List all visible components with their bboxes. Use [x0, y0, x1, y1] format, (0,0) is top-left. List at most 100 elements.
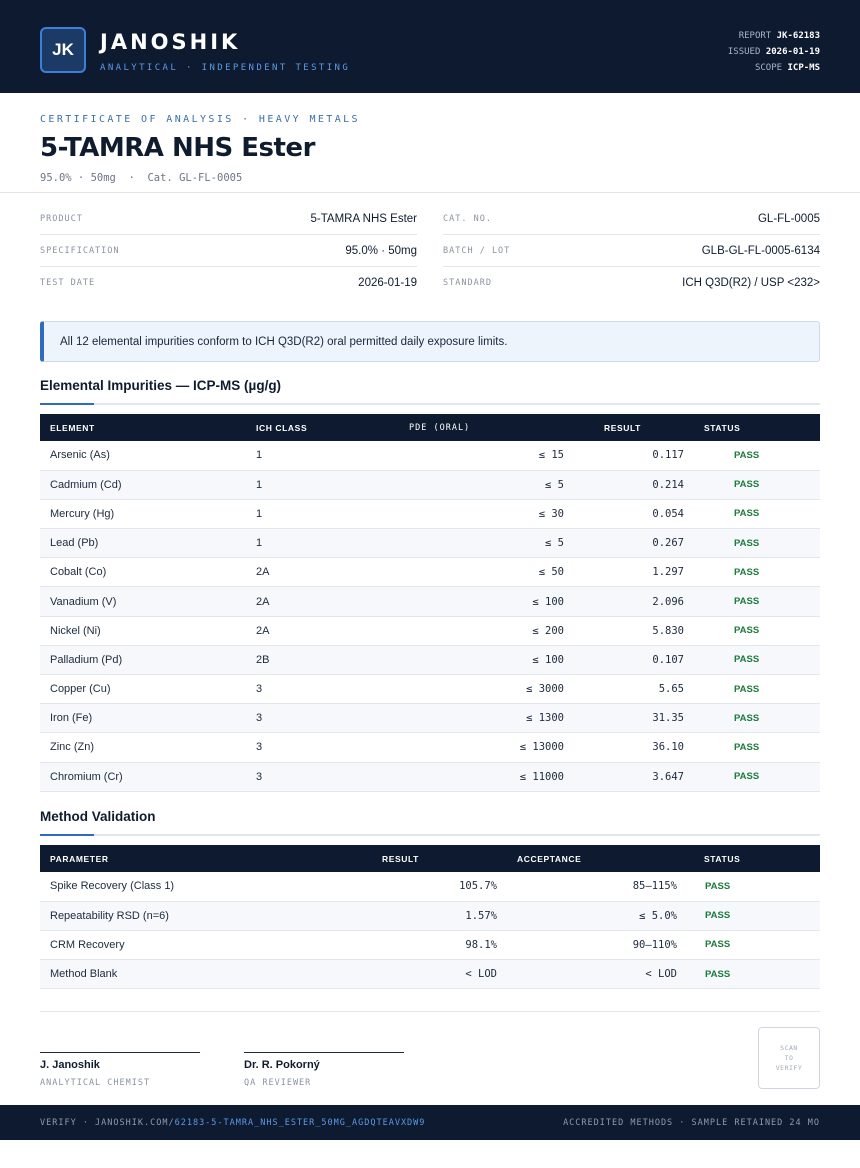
- cell-result: 98.1%: [465, 938, 497, 951]
- cell-result: 31.35: [652, 712, 684, 725]
- status-badge: PASS: [705, 939, 731, 951]
- divider: [40, 1011, 820, 1012]
- brand-tagline: ANALYTICAL · INDEPENDENT TESTING: [100, 63, 351, 73]
- info-label: SPECIFICATION: [40, 245, 120, 256]
- cell-ich-class: 1: [256, 449, 263, 462]
- table-row: Spike Recovery (Class 1) 105.7% 85–115% PAS…: [40, 872, 820, 902]
- status-badge: PASS: [734, 566, 760, 578]
- qr-text: SCAN: [780, 1044, 798, 1052]
- cell-parameter: Spike Recovery (Class 1): [50, 880, 175, 893]
- cell-ich-class: 1: [256, 507, 263, 520]
- cell-element: Copper (Cu): [50, 683, 111, 696]
- cell-ich-class: 2A: [256, 566, 270, 579]
- table-row: Iron (Fe) 3 ≤ 1300 31.35 PASS: [40, 703, 820, 733]
- info-row-standard: STANDARD ICH Q3D(R2) / USP <232>: [443, 267, 820, 299]
- cell-pde: ≤ 13000: [519, 741, 564, 754]
- cell-result: 105.7%: [459, 880, 497, 893]
- cell-result: 5.65: [658, 683, 684, 696]
- col-header-element: ELEMENT: [50, 422, 95, 433]
- table-header-row: PARAMETER RESULT ACCEPTANCE STATUS: [40, 845, 820, 872]
- info-value: 5-TAMRA NHS Ester: [310, 212, 418, 225]
- col-header-result: RESULT: [382, 853, 419, 864]
- cell-pde: ≤ 11000: [519, 770, 564, 783]
- cell-pde: ≤ 50: [538, 566, 564, 579]
- status-badge: PASS: [734, 479, 760, 491]
- qr-text: VERIFY: [775, 1064, 803, 1072]
- cell-pde: ≤ 5: [545, 478, 564, 491]
- table-row: Vanadium (V) 2A ≤ 100 2.096 PASS: [40, 586, 820, 617]
- info-value: 95.0% · 50mg: [345, 244, 417, 257]
- verify-prefix: VERIFY · JANOSHIK.COM/: [40, 1117, 175, 1128]
- cell-element: Zinc (Zn): [50, 741, 94, 754]
- cell-ich-class: 2A: [256, 595, 270, 608]
- cell-result: 3.647: [652, 770, 684, 783]
- status-badge: PASS: [705, 880, 731, 892]
- table-row: Repeatability RSD (n=6) 1.57% ≤ 5.0% PASS: [40, 901, 820, 931]
- status-badge: PASS: [734, 537, 760, 549]
- cell-element: Chromium (Cr): [50, 770, 123, 783]
- info-row-batch: BATCH / LOT GLB-GL-FL-0005-6134: [443, 235, 820, 267]
- meta-report: REPORT JK-62183: [738, 31, 820, 41]
- validation-table: PARAMETER RESULT ACCEPTANCE STATUS Spike…: [40, 845, 820, 989]
- cell-result: 0.054: [652, 507, 684, 520]
- section-underline: [40, 834, 820, 836]
- cell-ich-class: 2A: [256, 624, 270, 637]
- col-header-result: RESULT: [604, 422, 641, 433]
- info-column-left: PRODUCT 5-TAMRA NHS Ester SPECIFICATION …: [40, 203, 417, 299]
- col-header-acceptance: ACCEPTANCE: [517, 853, 582, 864]
- info-value: 2026-01-19: [358, 277, 417, 289]
- table-row: Cadmium (Cd) 1 ≤ 5 0.214 PASS: [40, 470, 820, 500]
- doc-subtitle: 95.0% · 50mg · Cat. GL-FL-0005: [40, 172, 243, 184]
- cell-result: 1.297: [652, 566, 684, 579]
- info-column-right: CAT. NO. GL-FL-0005 BATCH / LOT GLB-GL-F…: [443, 203, 820, 299]
- info-label: BATCH / LOT: [443, 245, 511, 256]
- cell-parameter: Method Blank: [50, 968, 118, 981]
- col-header-ich-class: ICH CLASS: [256, 422, 308, 433]
- status-badge: PASS: [705, 968, 731, 980]
- status-badge: PASS: [734, 771, 760, 783]
- cell-result: 1.57%: [465, 909, 497, 922]
- cell-element: Arsenic (As): [50, 449, 110, 462]
- table-row: Zinc (Zn) 3 ≤ 13000 36.10 PASS: [40, 733, 820, 763]
- cell-result: 0.107: [652, 653, 684, 666]
- qr-verify-placeholder[interactable]: SCAN TO VERIFY: [758, 1027, 820, 1089]
- cell-ich-class: 3: [256, 770, 263, 783]
- table-row: Mercury (Hg) 1 ≤ 30 0.054 PASS: [40, 499, 820, 529]
- info-label: PRODUCT: [40, 213, 83, 224]
- cell-ich-class: 3: [256, 741, 263, 754]
- table-row: Method Blank < LOD < LOD PASS: [40, 959, 820, 989]
- cell-pde: ≤ 100: [532, 653, 564, 666]
- signature-name: J. Janoshik: [40, 1059, 100, 1071]
- header-bar: JK JANOSHIK ANALYTICAL · INDEPENDENT TES…: [0, 0, 860, 93]
- page-title: 5-TAMRA NHS Ester: [40, 133, 315, 163]
- status-badge: PASS: [734, 449, 760, 461]
- info-value: GL-FL-0005: [757, 212, 820, 225]
- info-label: TEST DATE: [40, 278, 96, 288]
- info-row-test-date: TEST DATE 2026-01-19: [40, 267, 417, 299]
- meta-scope: SCOPE ICP-MS: [754, 63, 820, 73]
- cell-pde: ≤ 100: [532, 595, 564, 608]
- signature-role: ANALYTICAL CHEMIST: [40, 1078, 151, 1088]
- cell-result: 0.117: [652, 449, 684, 462]
- signature-line: [244, 1052, 404, 1053]
- verify-line: VERIFY · JANOSHIK.COM/62183-5-TAMRA_NHS_…: [40, 1118, 425, 1128]
- cell-element: Cadmium (Cd): [50, 478, 122, 491]
- signature-line: [40, 1052, 200, 1053]
- status-badge: PASS: [734, 712, 760, 724]
- table-row: Chromium (Cr) 3 ≤ 11000 3.647 PASS: [40, 762, 820, 792]
- col-header-parameter: PARAMETER: [50, 853, 109, 864]
- cell-ich-class: 3: [256, 712, 263, 725]
- cell-result: 0.267: [652, 537, 684, 550]
- cell-ich-class: 2B: [256, 653, 270, 666]
- cell-parameter: Repeatability RSD (n=6): [50, 909, 169, 922]
- info-value: GLB-GL-FL-0005-6134: [701, 244, 820, 257]
- cell-ich-class: 1: [256, 478, 263, 491]
- verify-link[interactable]: 62183-5-TAMRA_NHS_ESTER_50MG_AGDQTEAVXDW…: [174, 1117, 426, 1128]
- info-label: STANDARD: [443, 278, 492, 288]
- col-header-status: STATUS: [704, 853, 741, 864]
- validation-section-title: Method Validation: [40, 809, 156, 824]
- info-label: CAT. NO.: [443, 213, 492, 224]
- section-underline: [40, 403, 820, 405]
- table-row: Copper (Cu) 3 ≤ 3000 5.65 PASS: [40, 675, 820, 704]
- logo-mark: JK: [40, 27, 86, 73]
